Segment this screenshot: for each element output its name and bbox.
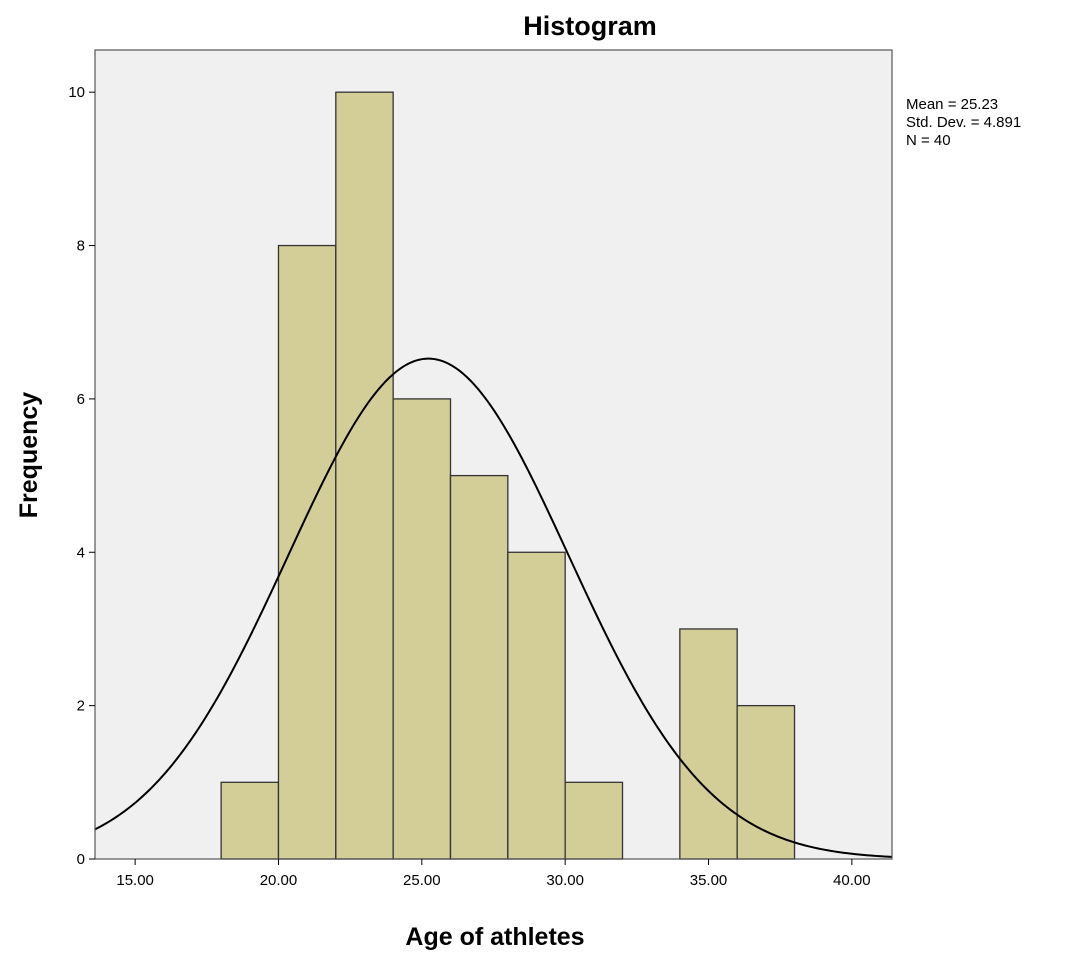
histogram-bar	[450, 476, 507, 859]
x-tick-label: 30.00	[546, 872, 584, 889]
histogram-bar	[278, 246, 335, 859]
chart-title: Histogram	[523, 11, 657, 41]
histogram-bar	[336, 92, 393, 859]
y-tick-label: 8	[77, 238, 85, 255]
x-tick-label: 20.00	[260, 872, 298, 889]
histogram-bar	[393, 399, 450, 859]
y-tick-label: 0	[77, 851, 85, 868]
histogram-bar	[737, 706, 794, 859]
statistics-legend: Mean = 25.23 Std. Dev. = 4.891 N = 40	[906, 96, 1021, 149]
histogram-bar	[221, 782, 278, 859]
x-tick-label: 25.00	[403, 872, 441, 889]
histogram-bar	[508, 552, 565, 859]
stat-n: N = 40	[906, 132, 951, 149]
y-axis: 0 2 4 6 8 10	[68, 84, 95, 868]
y-axis-label: Frequency	[15, 392, 43, 519]
x-axis-label: Age of athletes	[405, 923, 584, 951]
x-tick-label: 40.00	[833, 872, 871, 889]
x-axis: 15.00 20.00 25.00 30.00 35.00 40.00	[116, 859, 870, 889]
y-tick-label: 6	[77, 391, 85, 408]
stat-std-dev: Std. Dev. = 4.891	[906, 114, 1021, 131]
stat-mean: Mean = 25.23	[906, 96, 998, 113]
histogram-bar	[565, 782, 622, 859]
x-tick-label: 35.00	[690, 872, 728, 889]
y-tick-label: 4	[77, 544, 85, 561]
x-tick-label: 15.00	[116, 872, 154, 889]
y-tick-label: 2	[77, 698, 85, 715]
y-tick-label: 10	[68, 84, 85, 101]
histogram-bar	[680, 629, 737, 859]
